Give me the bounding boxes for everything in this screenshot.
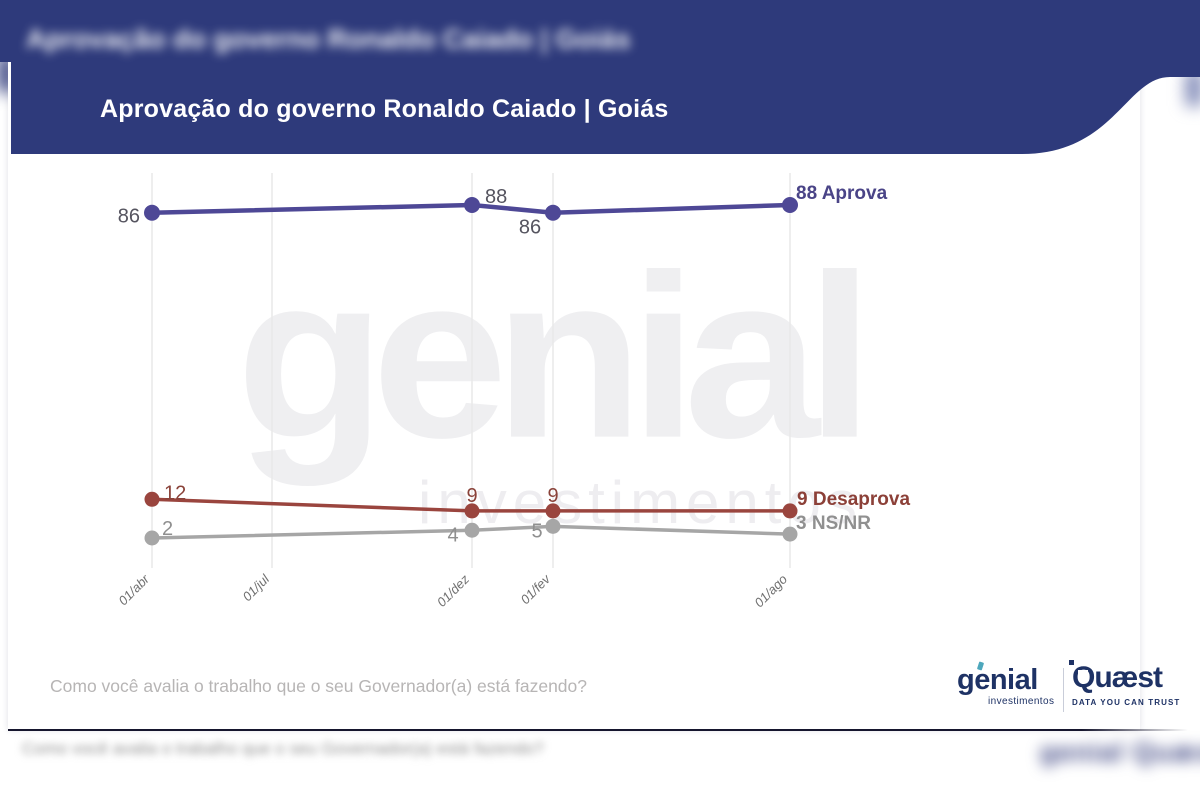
Aprova-line — [149, 202, 793, 215]
NS/NR-value-label: 5 — [531, 520, 542, 542]
genial-subtext: investimentos — [988, 696, 1055, 707]
page-title: Aprovação do governo Ronaldo Caiado | Go… — [100, 95, 669, 123]
Aprova-marker — [144, 204, 160, 221]
NS/NR-end-label: 3 NS/NR — [796, 513, 871, 534]
Desaprova-line — [150, 497, 792, 513]
Aprova-value-label: 86 — [118, 206, 140, 228]
quaest-wordmark: Quæst — [1069, 660, 1180, 693]
genial-wordmark: genial — [957, 664, 1038, 696]
x-axis-tick: 01/jul — [240, 571, 273, 604]
watermark-genial: genial — [236, 225, 874, 487]
NS/NR-value-label: 4 — [447, 524, 458, 546]
NS/NR-marker — [545, 518, 561, 534]
Desaprova-value-label: 9 — [547, 485, 558, 507]
Aprova-value-label: 86 — [519, 217, 541, 239]
blurred-footer-logo: genial Quæst — [1040, 737, 1200, 767]
NS/NR-value-label: 2 — [162, 518, 173, 540]
Desaprova-end-label: 9 Desaprova — [797, 489, 910, 510]
NS/NR-line — [150, 524, 792, 540]
Desaprova-marker — [782, 503, 798, 519]
Desaprova-value-label: 12 — [164, 482, 186, 504]
Aprova-end-label: 88 Aprova — [796, 183, 888, 204]
slide-card — [8, 62, 1140, 730]
survey-question: Como você avalia o trabalho que o seu Go… — [50, 676, 587, 696]
banner-wave-shape — [0, 0, 1200, 154]
blurred-right-edge-blob — [1186, 70, 1200, 106]
blurred-question-text: Como você avalia o trabalho que o seu Go… — [22, 739, 544, 758]
Desaprova-marker — [464, 503, 480, 519]
quaest-logo: Quæst DATA YOU CAN TRUST — [1069, 660, 1181, 707]
NS/NR-marker — [144, 530, 160, 546]
Aprova-marker — [782, 197, 798, 213]
card-bottom-edge — [8, 729, 1188, 731]
NS/NR-marker — [782, 526, 798, 542]
quaest-subtext: DATA YOU CAN TRUST — [1072, 698, 1181, 707]
Desaprova-marker — [144, 491, 160, 507]
NS/NR-marker — [464, 522, 480, 538]
genial-logo: genial investimentos — [957, 661, 1055, 707]
Desaprova-value-label: 9 — [466, 485, 477, 507]
Aprova-value-label: 88 — [485, 186, 507, 208]
x-axis-tick: 01/fev — [517, 570, 554, 607]
header-banner — [0, 0, 1200, 154]
x-axis-tick: 01/dez — [434, 571, 473, 610]
x-axis-tick: 01/ago — [751, 572, 790, 611]
Desaprova-marker — [545, 503, 561, 519]
blurred-header-title: Aprovação do governo Ronaldo Caiado | Go… — [26, 24, 631, 54]
x-axis-tick: 01/abr — [115, 571, 152, 608]
Aprova-marker — [464, 197, 480, 213]
logo-divider — [1063, 668, 1064, 712]
Aprova-marker — [545, 204, 561, 221]
watermark-investimentos: investimentos — [418, 469, 863, 536]
